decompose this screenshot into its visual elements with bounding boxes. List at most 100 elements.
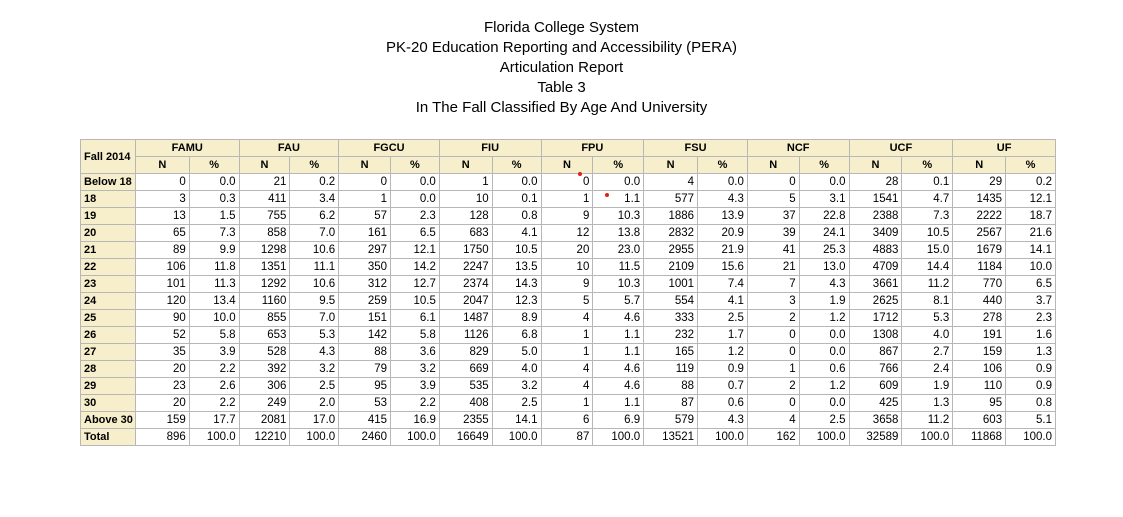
count-cell: 7 xyxy=(746,275,800,293)
count-cell: 53 xyxy=(338,394,392,412)
percent-cell: 7.0 xyxy=(289,224,340,242)
age-group-label: 22 xyxy=(80,258,136,276)
count-cell: 1298 xyxy=(238,241,291,259)
percent-cell: 1.2 xyxy=(798,309,850,327)
table-row: 25 90 10.0 855 7.0 151 6.1 1487 8.9 4 4.6 333 2.5 2 1.… xyxy=(80,309,1056,327)
percent-subheader: % xyxy=(289,156,340,174)
count-cell: 1886 xyxy=(643,207,699,225)
count-cell: 16649 xyxy=(438,428,493,446)
percent-cell: 5.8 xyxy=(390,326,440,344)
count-cell: 2388 xyxy=(848,207,903,225)
count-cell: 13 xyxy=(134,207,190,225)
count-cell: 867 xyxy=(848,343,903,361)
count-cell: 5 xyxy=(540,292,594,310)
percent-cell: 1.1 xyxy=(592,394,645,412)
count-cell: 0 xyxy=(338,173,392,191)
university-header: UF xyxy=(952,139,1056,157)
count-cell: 79 xyxy=(338,360,392,378)
count-cell: 0 xyxy=(746,343,800,361)
percent-cell: 24.1 xyxy=(798,224,850,242)
percent-cell: 14.1 xyxy=(1005,241,1056,259)
percent-cell: 1.9 xyxy=(798,292,850,310)
count-cell: 306 xyxy=(238,377,291,395)
articulation-table: Fall 2014 FAMU FAU FGCU FIU FPU FSU NCF UCF UF N% N… xyxy=(80,139,1056,446)
count-cell: 770 xyxy=(952,275,1007,293)
count-cell: 191 xyxy=(952,326,1007,344)
percent-cell: 10.6 xyxy=(289,275,340,293)
percent-cell: 3.2 xyxy=(289,360,340,378)
count-cell: 9 xyxy=(540,275,594,293)
count-cell: 2 xyxy=(746,377,800,395)
count-subheader: N xyxy=(438,156,493,174)
percent-cell: 7.0 xyxy=(289,309,340,327)
count-subheader: N xyxy=(238,156,291,174)
percent-cell: 13.4 xyxy=(188,292,240,310)
percent-cell: 5.0 xyxy=(491,343,542,361)
percent-cell: 5.1 xyxy=(1005,411,1056,429)
percent-cell: 11.3 xyxy=(188,275,240,293)
percent-cell: 9.5 xyxy=(289,292,340,310)
percent-cell: 14.3 xyxy=(491,275,542,293)
count-cell: 415 xyxy=(338,411,392,429)
percent-cell: 0.9 xyxy=(697,360,748,378)
university-header: FPU xyxy=(540,139,645,157)
table-row: 28 20 2.2 392 3.2 79 3.2 669 4.0 4 4.6 119 0.9 1 0.6 76… xyxy=(80,360,1056,378)
count-cell: 1 xyxy=(540,190,594,208)
percent-cell: 100.0 xyxy=(697,428,748,446)
percent-cell: 0.0 xyxy=(798,394,850,412)
percent-cell: 21.9 xyxy=(697,241,748,259)
percent-cell: 11.5 xyxy=(592,258,645,276)
percent-cell: 10.6 xyxy=(289,241,340,259)
percent-cell: 100.0 xyxy=(901,428,954,446)
count-cell: 653 xyxy=(238,326,291,344)
university-header: FGCU xyxy=(338,139,440,157)
percent-cell: 2.6 xyxy=(188,377,240,395)
table-row: 22 106 11.8 1351 11.1 350 14.2 2247 13.5 10 11.5 21… xyxy=(80,258,1056,276)
count-cell: 41 xyxy=(746,241,800,259)
count-cell: 3409 xyxy=(848,224,903,242)
count-cell: 1160 xyxy=(238,292,291,310)
percent-cell: 10.5 xyxy=(390,292,440,310)
percent-cell: 14.1 xyxy=(491,411,542,429)
count-cell: 2047 xyxy=(438,292,493,310)
count-cell: 2567 xyxy=(952,224,1007,242)
count-cell: 858 xyxy=(238,224,291,242)
percent-cell: 0.3 xyxy=(188,190,240,208)
count-cell: 2955 xyxy=(643,241,699,259)
percent-cell: 25.3 xyxy=(798,241,850,259)
university-header: NCF xyxy=(746,139,850,157)
count-cell: 88 xyxy=(643,377,699,395)
percent-cell: 2.5 xyxy=(491,394,542,412)
count-cell: 161 xyxy=(338,224,392,242)
percent-subheader: % xyxy=(697,156,748,174)
count-cell: 1 xyxy=(540,394,594,412)
percent-cell: 1.7 xyxy=(697,326,748,344)
count-cell: 165 xyxy=(643,343,699,361)
percent-subheader: % xyxy=(390,156,440,174)
percent-cell: 5.3 xyxy=(901,309,954,327)
count-cell: 106 xyxy=(134,258,190,276)
count-cell: 766 xyxy=(848,360,903,378)
count-cell: 3661 xyxy=(848,275,903,293)
table-row: 27 35 3.9 528 4.3 88 3.6 829 5.0 1 1.1 165 1.2 0 0.0 86… xyxy=(80,343,1056,361)
percent-cell: 17.7 xyxy=(188,411,240,429)
age-group-label: 29 xyxy=(80,377,136,395)
age-group-label: Below 18 xyxy=(80,173,136,191)
percent-cell: 9.9 xyxy=(188,241,240,259)
count-subheader: N xyxy=(952,156,1007,174)
table-row: 26 52 5.8 653 5.3 142 5.8 1126 6.8 1 1.1 232 1.7 0 0.0… xyxy=(80,326,1056,344)
percent-cell: 3.9 xyxy=(390,377,440,395)
report-title-block: Florida College System PK-20 Education R… xyxy=(0,18,1123,118)
percent-cell: 0.0 xyxy=(798,343,850,361)
percent-cell: 100.0 xyxy=(289,428,340,446)
count-cell: 87 xyxy=(540,428,594,446)
percent-cell: 2.2 xyxy=(390,394,440,412)
corner-header-term: Fall 2014 xyxy=(80,139,136,174)
percent-cell: 0.6 xyxy=(697,394,748,412)
percent-cell: 3.7 xyxy=(1005,292,1056,310)
title-line-table-number: Table 3 xyxy=(537,79,586,96)
percent-cell: 15.6 xyxy=(697,258,748,276)
percent-cell: 10.5 xyxy=(901,224,954,242)
table-row: 20 65 7.3 858 7.0 161 6.5 683 4.1 12 13.8 2832 20.9 3… xyxy=(80,224,1056,242)
count-cell: 829 xyxy=(438,343,493,361)
